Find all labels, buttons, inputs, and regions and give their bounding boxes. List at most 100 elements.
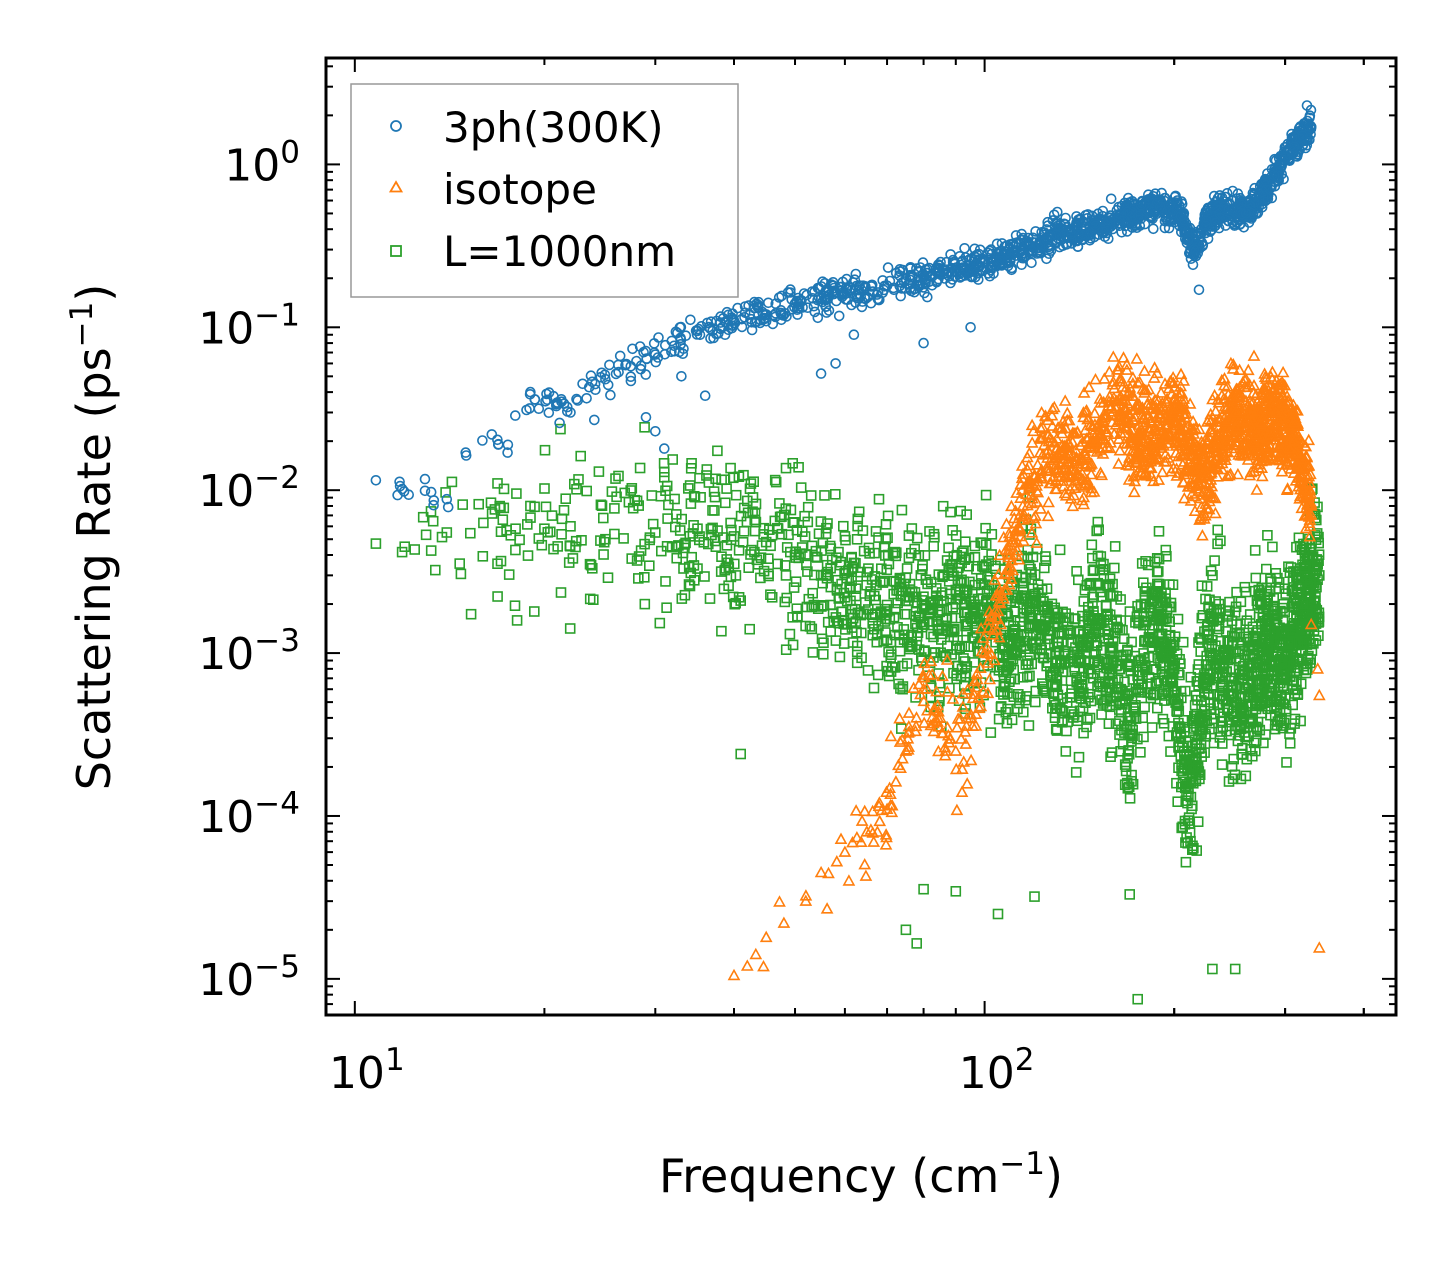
point-square xyxy=(1261,582,1272,594)
point-triangle xyxy=(982,621,996,633)
point-square xyxy=(1235,773,1247,785)
point-square xyxy=(540,501,552,513)
point-square xyxy=(1169,694,1181,705)
point-square xyxy=(570,535,582,547)
point-square xyxy=(586,562,598,574)
point-square xyxy=(1159,650,1170,661)
point-square xyxy=(901,658,913,669)
point-triangle xyxy=(1231,467,1245,480)
point-square xyxy=(661,602,672,614)
point-square xyxy=(1047,702,1058,714)
point-square xyxy=(1199,626,1210,637)
point-square xyxy=(1132,600,1143,612)
point-square xyxy=(706,529,717,541)
point-square xyxy=(1275,720,1287,731)
point-square xyxy=(533,533,545,544)
point-square xyxy=(1193,637,1204,648)
point-square xyxy=(1074,705,1086,717)
point-square xyxy=(1183,790,1194,801)
point-triangle xyxy=(1058,394,1072,406)
point-square xyxy=(762,553,774,565)
point-square xyxy=(993,664,1005,676)
point-square xyxy=(932,594,944,606)
point-square xyxy=(1142,559,1154,571)
point-square xyxy=(1216,669,1228,680)
point-square xyxy=(1135,687,1146,698)
point-triangle xyxy=(901,743,915,755)
point-square xyxy=(995,701,1007,713)
point-square xyxy=(1298,543,1310,555)
point-square xyxy=(1086,539,1098,551)
point-square xyxy=(1179,726,1190,737)
point-square xyxy=(1146,635,1158,647)
point-square xyxy=(1070,767,1082,778)
point-triangle xyxy=(1103,441,1117,454)
point-square xyxy=(1008,620,1019,632)
point-triangle xyxy=(1276,365,1290,378)
point-square xyxy=(918,599,930,610)
point-square xyxy=(455,568,467,580)
point-square xyxy=(980,522,991,534)
point-triangle xyxy=(838,845,852,857)
point-triangle xyxy=(1206,392,1219,405)
point-triangle xyxy=(822,866,835,879)
point-circle xyxy=(419,473,431,485)
point-square xyxy=(661,540,673,552)
point-square xyxy=(1057,714,1068,726)
point-square xyxy=(913,549,925,561)
point-square xyxy=(971,563,982,575)
point-square xyxy=(1284,737,1296,749)
point-square xyxy=(1204,664,1215,675)
point-square xyxy=(1185,791,1197,803)
point-square xyxy=(1224,596,1235,608)
point-square xyxy=(676,513,688,525)
point-square xyxy=(688,574,700,586)
point-square xyxy=(1182,736,1194,748)
point-square xyxy=(1160,596,1171,608)
point-triangle xyxy=(912,677,926,690)
point-square xyxy=(1180,856,1192,868)
point-square xyxy=(723,580,734,592)
point-square xyxy=(1252,716,1264,728)
point-square xyxy=(498,483,510,495)
point-square xyxy=(701,464,713,475)
point-square xyxy=(1253,611,1265,623)
point-square xyxy=(941,640,953,652)
point-square xyxy=(1029,891,1040,902)
point-square xyxy=(555,423,566,435)
point-triangle xyxy=(1215,373,1229,386)
point-square xyxy=(962,641,974,653)
point-square xyxy=(787,517,799,529)
point-square xyxy=(1153,637,1165,649)
point-square xyxy=(1191,845,1202,856)
point-square xyxy=(1305,638,1316,650)
point-square xyxy=(741,495,753,507)
point-square xyxy=(567,553,579,564)
point-square xyxy=(1040,555,1052,567)
point-square xyxy=(1005,634,1017,646)
point-square xyxy=(1156,688,1168,700)
point-square xyxy=(595,499,607,511)
point-square xyxy=(1023,613,1035,624)
point-square xyxy=(1140,601,1151,613)
point-square xyxy=(1110,718,1122,730)
point-square xyxy=(955,670,967,682)
point-square xyxy=(1140,664,1151,676)
point-square xyxy=(992,908,1004,920)
point-square xyxy=(1173,742,1184,753)
point-triangle xyxy=(849,804,863,816)
point-square xyxy=(1207,963,1218,975)
point-square xyxy=(497,514,509,526)
point-square xyxy=(1291,541,1302,553)
point-square xyxy=(747,506,758,518)
point-square xyxy=(539,444,551,456)
point-square xyxy=(585,559,597,571)
point-square xyxy=(735,595,747,606)
point-square xyxy=(1137,712,1148,724)
point-square xyxy=(587,594,599,606)
point-square xyxy=(1070,642,1081,653)
point-triangle xyxy=(949,762,963,775)
point-square xyxy=(1109,562,1120,574)
point-square xyxy=(1018,592,1030,604)
